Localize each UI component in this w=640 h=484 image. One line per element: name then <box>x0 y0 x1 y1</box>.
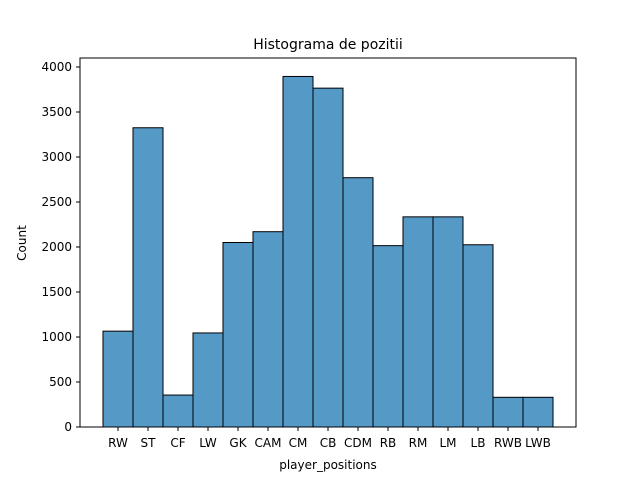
x-tick-label: CDM <box>344 436 372 450</box>
bar-rm <box>402 216 434 428</box>
x-tick-label: LWB <box>525 436 551 450</box>
y-tick-label: 4000 <box>41 60 72 74</box>
bar-lb <box>462 244 494 428</box>
x-tick-label: ST <box>141 436 157 450</box>
y-tick-label: 1000 <box>41 330 72 344</box>
x-axis-ticks: RW ST CF LW GK CAM CM CB CDM RB RM LM LB RWB LWB <box>108 427 551 450</box>
y-tick-label: 3500 <box>41 105 72 119</box>
bar-rw <box>102 330 134 428</box>
x-tick-label: CB <box>320 436 337 450</box>
x-tick-label: LW <box>199 436 217 450</box>
x-tick-label: RWB <box>494 436 522 450</box>
x-axis-label: player_positions <box>279 458 377 472</box>
x-tick-label: CM <box>289 436 308 450</box>
bar-lwb <box>522 396 554 428</box>
y-axis-label: Count <box>15 225 29 261</box>
plot-frame <box>79 57 577 428</box>
bars-layer <box>102 75 554 428</box>
bar-lm <box>432 216 464 428</box>
y-tick-label: 1500 <box>41 285 72 299</box>
bar-rwb <box>492 396 524 428</box>
bar-cm <box>282 75 314 428</box>
bar-cdm <box>342 177 374 428</box>
y-tick-label: 0 <box>64 420 72 434</box>
chart-title: Histograma de pozitii <box>253 37 403 53</box>
bar-cb <box>312 87 344 428</box>
bar-rb <box>372 245 404 428</box>
y-tick-label: 3000 <box>41 150 72 164</box>
x-tick-label: CAM <box>255 436 282 450</box>
x-tick-label: RB <box>380 436 397 450</box>
y-axis-ticks: 0 500 1000 1500 2000 2500 3000 3500 4000 <box>41 60 80 434</box>
bar-lw <box>192 332 224 428</box>
x-tick-label: RM <box>409 436 428 450</box>
bar-st <box>132 127 164 428</box>
y-tick-label: 2500 <box>41 195 72 209</box>
bar-cam <box>252 231 284 428</box>
y-tick-label: 500 <box>49 375 72 389</box>
bar-cf <box>162 394 194 428</box>
y-tick-label: 2000 <box>41 240 72 254</box>
x-tick-label: CF <box>170 436 185 450</box>
x-tick-label: LM <box>439 436 456 450</box>
x-tick-label: LB <box>471 436 486 450</box>
x-tick-label: GK <box>229 436 247 450</box>
bar-gk <box>222 242 254 428</box>
x-tick-label: RW <box>108 436 128 450</box>
